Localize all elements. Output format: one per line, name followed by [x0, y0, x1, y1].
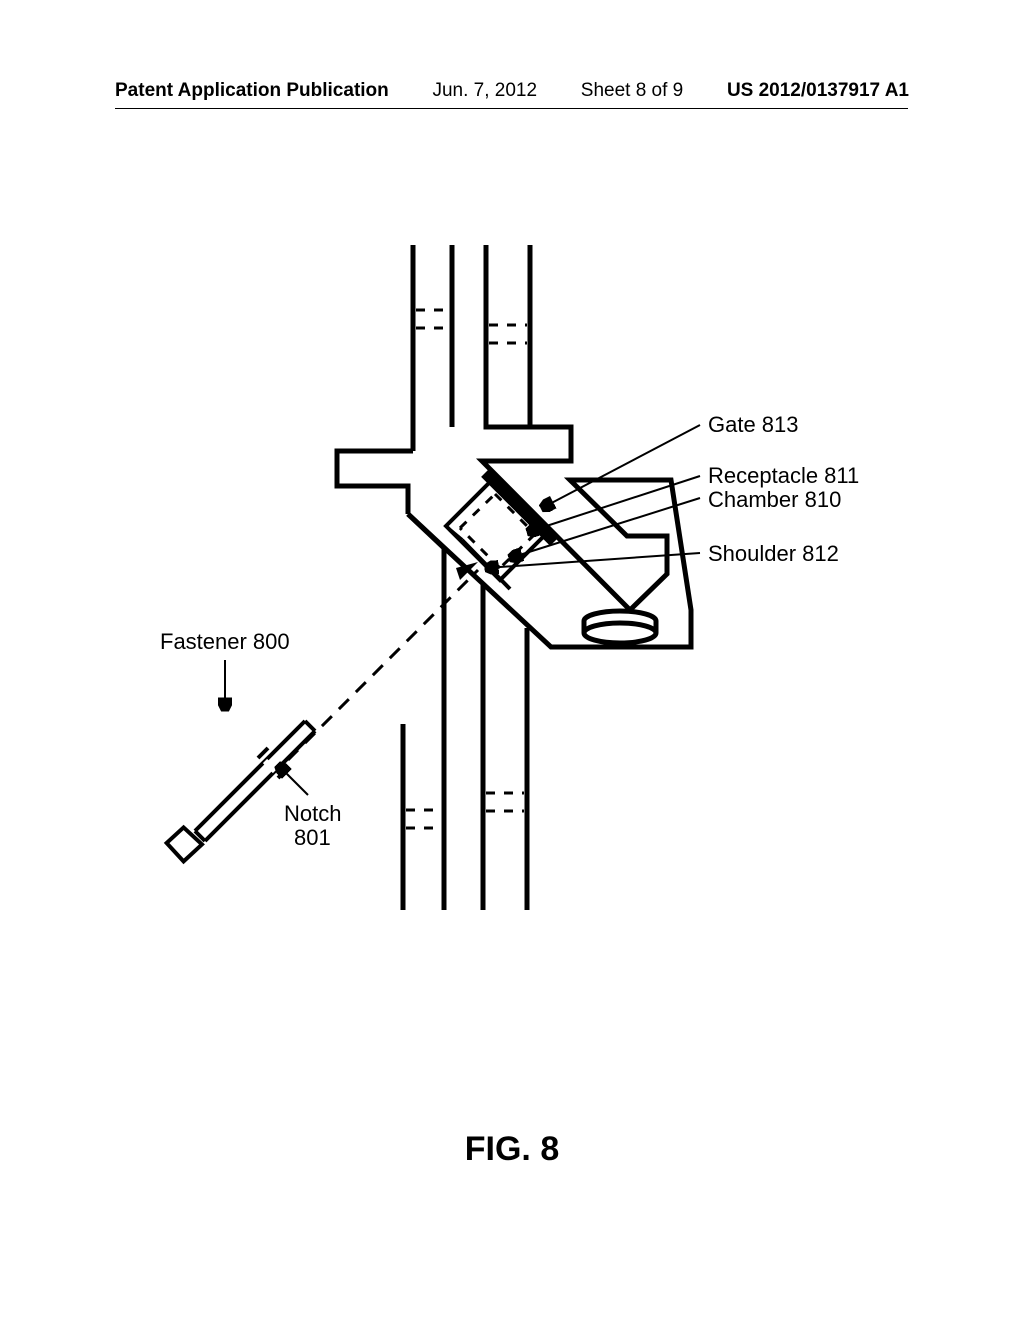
label-fastener: Fastener 800	[160, 630, 290, 654]
sheet-number: Sheet 8 of 9	[581, 80, 683, 102]
label-chamber: Chamber 810	[708, 488, 841, 512]
label-gate: Gate 813	[708, 413, 799, 437]
header-rule	[115, 108, 908, 109]
publication-date: Jun. 7, 2012	[432, 80, 537, 102]
label-receptacle: Receptacle 811	[708, 464, 859, 488]
publication-label: Patent Application Publication	[115, 80, 389, 102]
publication-number: US 2012/0137917 A1	[727, 80, 909, 102]
label-notch-1: Notch	[284, 802, 341, 826]
label-shoulder: Shoulder 812	[708, 542, 839, 566]
figure-caption: FIG. 8	[0, 1130, 1024, 1169]
figure-8: Gate 813 Receptacle 811 Chamber 810 Shou…	[0, 230, 1024, 1030]
label-notch-2: 801	[294, 826, 331, 850]
figure-svg	[0, 230, 1024, 1030]
